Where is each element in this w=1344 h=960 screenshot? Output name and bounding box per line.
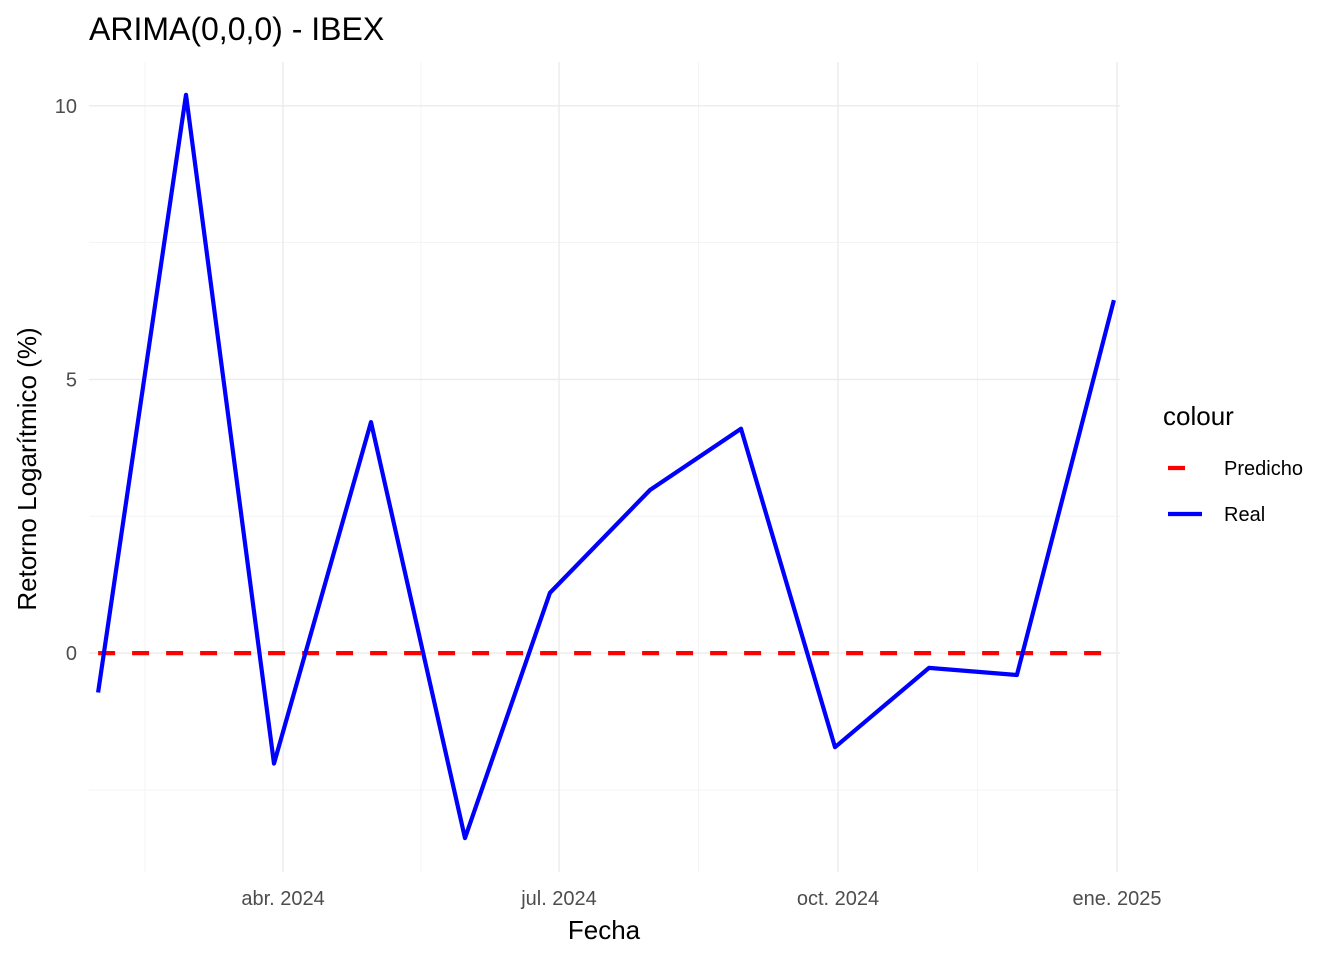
chart-title: ARIMA(0,0,0) - IBEX: [89, 11, 384, 47]
x-tick-label: ene. 2025: [1072, 888, 1161, 910]
series-line-real: [96, 92, 1116, 841]
y-tick-labels: 0 5 10: [55, 96, 77, 665]
series-layer: [96, 92, 1116, 841]
y-tick-label: 10: [55, 96, 77, 118]
x-axis-title: Fecha: [568, 915, 641, 945]
x-tick-label: oct. 2024: [797, 888, 879, 910]
y-axis-title: Retorno Logarítmico (%): [12, 327, 42, 610]
x-tick-label: abr. 2024: [241, 888, 324, 910]
legend-label-predicho: Predicho: [1224, 458, 1303, 480]
y-tick-label: 5: [66, 369, 77, 391]
legend-label-real: Real: [1224, 504, 1265, 526]
legend: colour Predicho Real: [1163, 401, 1303, 526]
x-tick-labels: abr. 2024 jul. 2024 oct. 2024 ene. 2025: [241, 888, 1161, 910]
x-tick-label: jul. 2024: [520, 888, 597, 910]
grid: [89, 62, 1120, 872]
legend-title: colour: [1163, 401, 1234, 431]
y-tick-label: 0: [66, 643, 77, 665]
